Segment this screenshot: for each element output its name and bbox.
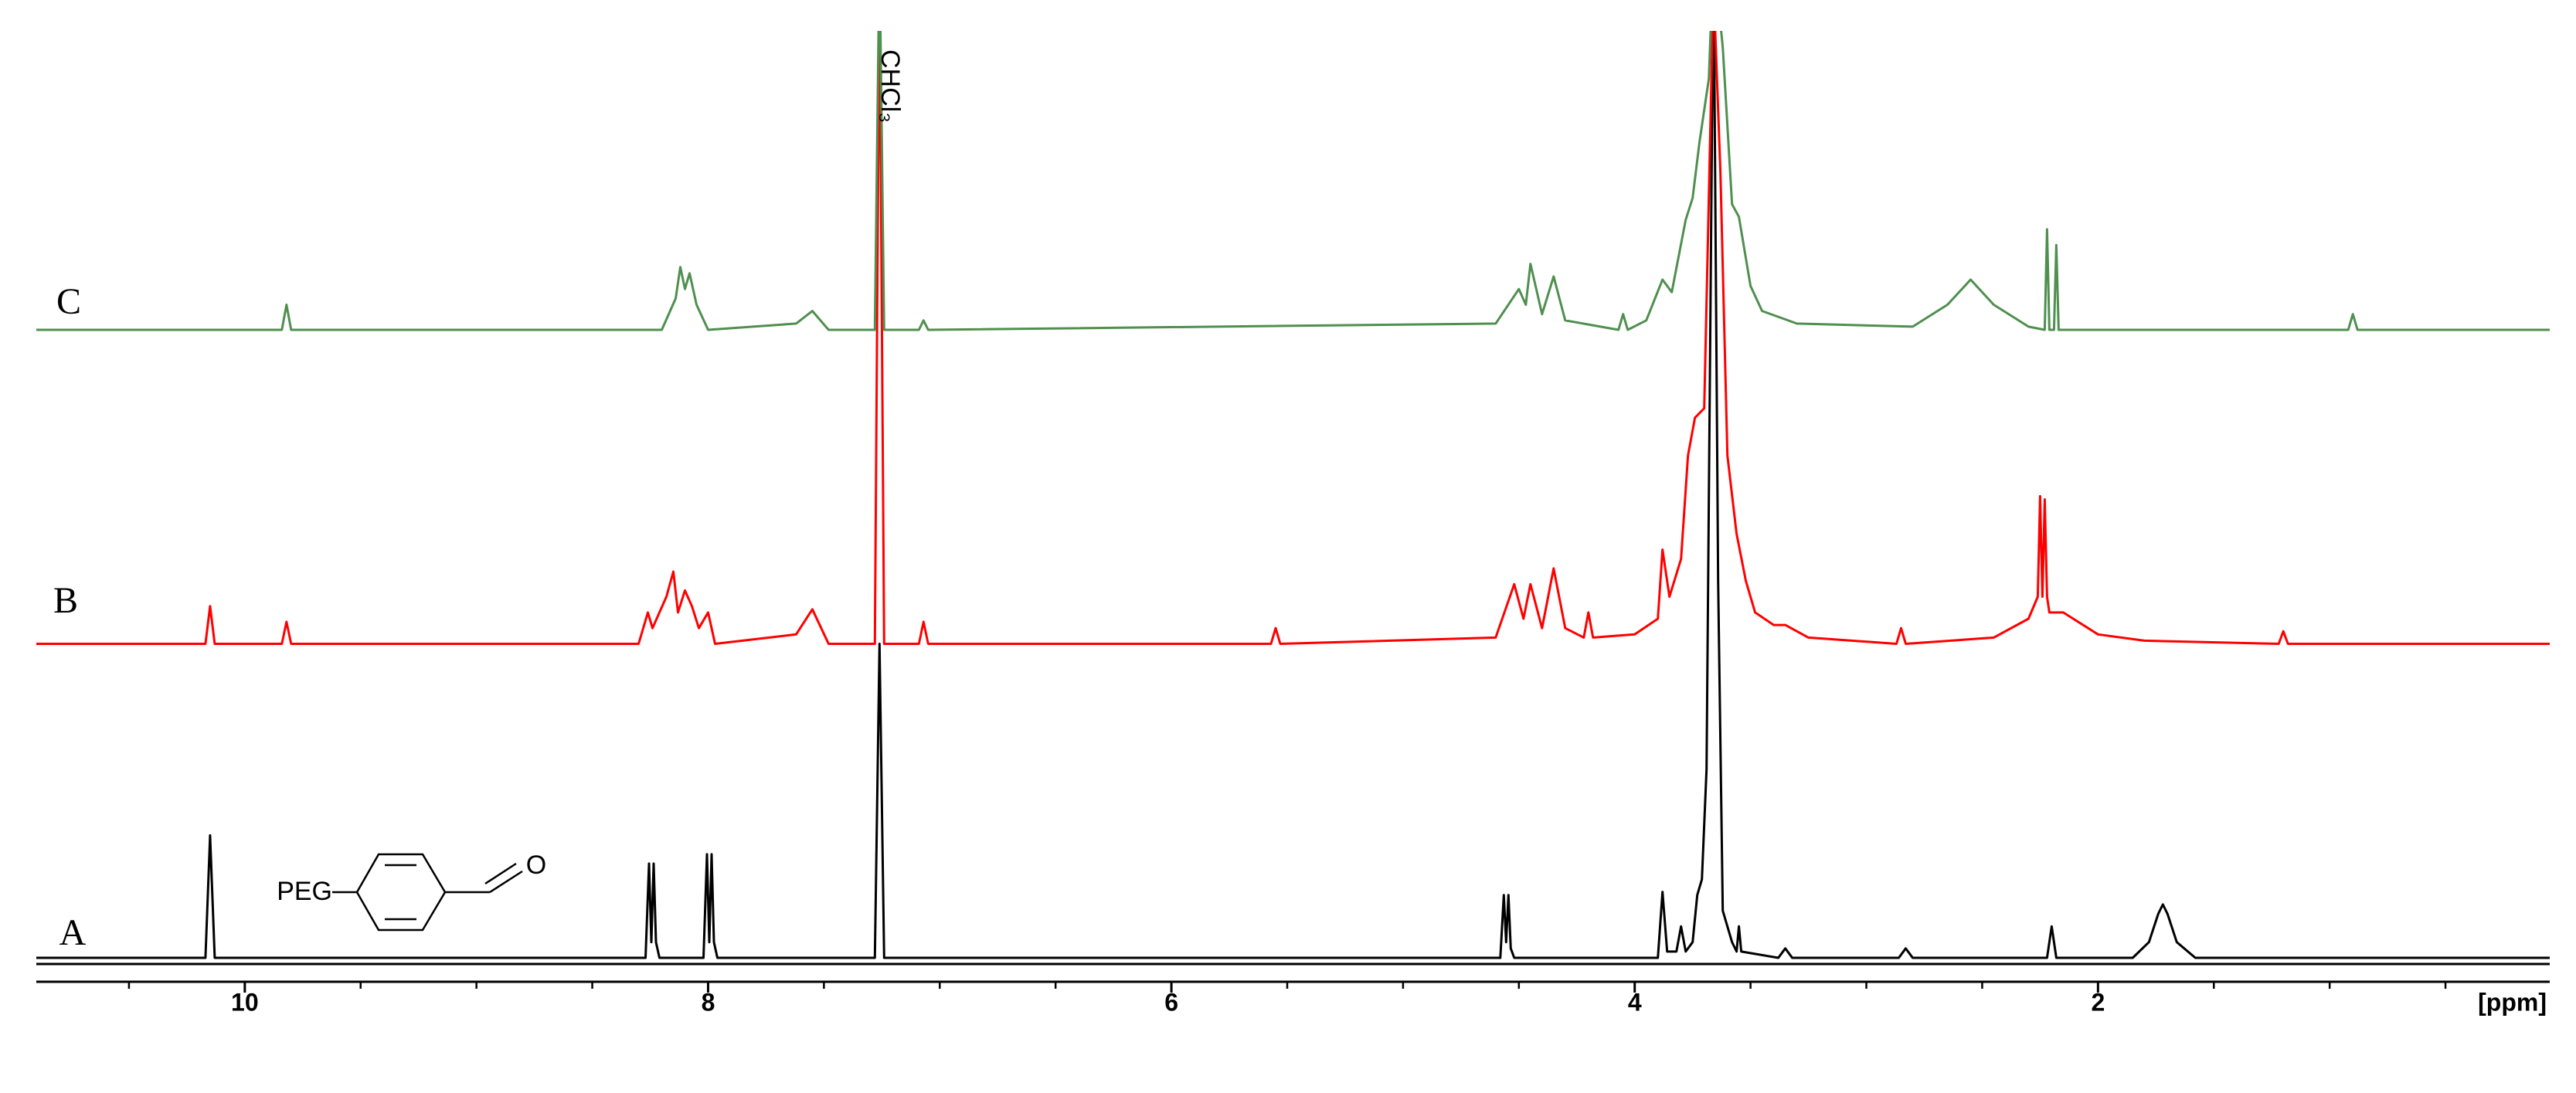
- series-label: A: [59, 912, 87, 953]
- solvent-label: CHCl₃: [875, 49, 905, 123]
- molecule-label: O: [526, 850, 546, 880]
- x-tick-label: 8: [702, 988, 715, 1016]
- series-label: B: [53, 580, 78, 621]
- spectrum-line: [36, 31, 2550, 645]
- series-label: C: [56, 281, 81, 322]
- bond: [489, 870, 523, 894]
- molecule-label: PEG: [277, 877, 332, 906]
- x-tick-label: 6: [1164, 988, 1178, 1016]
- x-tick-label: 10: [231, 988, 259, 1016]
- double-bond: [484, 862, 517, 885]
- spectrum-line: [36, 31, 2550, 331]
- spectrum-line: [36, 31, 2550, 959]
- x-axis-label: [ppm]: [2478, 988, 2547, 1016]
- x-tick-label: 2: [2091, 988, 2105, 1016]
- x-tick-label: 4: [1628, 988, 1642, 1016]
- molecule: [332, 853, 523, 932]
- plot-area: [36, 31, 2550, 959]
